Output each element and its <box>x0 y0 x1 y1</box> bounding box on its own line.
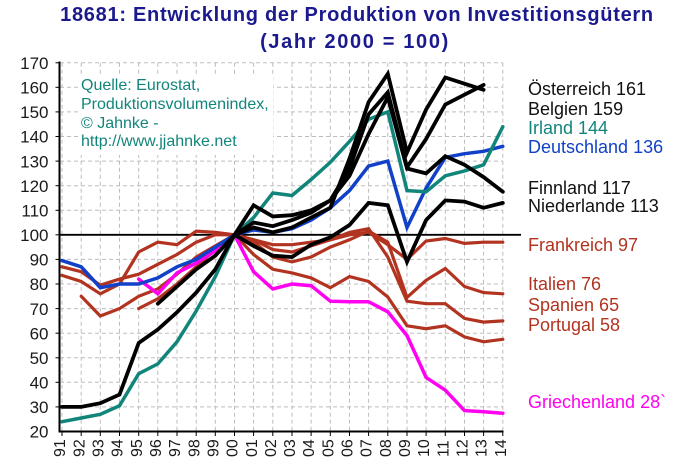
svg-text:70: 70 <box>30 300 49 319</box>
svg-text:13: 13 <box>474 439 491 457</box>
svg-text:06: 06 <box>340 439 357 457</box>
svg-text:97: 97 <box>167 439 184 457</box>
svg-text:99: 99 <box>205 439 222 457</box>
svg-text:08: 08 <box>378 439 395 457</box>
svg-text:20: 20 <box>30 423 49 442</box>
svg-text:91: 91 <box>52 439 69 457</box>
svg-text:11: 11 <box>435 440 452 457</box>
svg-text:00: 00 <box>225 439 242 457</box>
svg-text:10: 10 <box>416 439 433 457</box>
svg-text:95: 95 <box>129 439 146 457</box>
svg-text:98: 98 <box>186 439 203 457</box>
svg-text:90: 90 <box>30 251 49 270</box>
svg-text:140: 140 <box>20 128 48 147</box>
svg-text:110: 110 <box>21 202 48 221</box>
svg-text:160: 160 <box>20 79 48 98</box>
svg-text:04: 04 <box>301 439 318 457</box>
svg-text:14: 14 <box>493 439 510 457</box>
svg-text:80: 80 <box>30 275 49 294</box>
svg-text:03: 03 <box>282 439 299 457</box>
svg-text:50: 50 <box>30 349 49 368</box>
svg-text:93: 93 <box>90 439 107 457</box>
svg-text:02: 02 <box>263 439 280 457</box>
svg-text:150: 150 <box>20 103 48 122</box>
svg-text:100: 100 <box>20 226 48 245</box>
svg-text:170: 170 <box>20 54 48 73</box>
svg-text:96: 96 <box>148 439 165 457</box>
svg-text:30: 30 <box>30 398 49 417</box>
svg-text:07: 07 <box>359 439 376 457</box>
svg-text:92: 92 <box>71 439 88 457</box>
svg-text:12: 12 <box>455 439 472 457</box>
svg-text:130: 130 <box>20 152 48 171</box>
svg-text:01: 01 <box>244 439 261 457</box>
svg-text:120: 120 <box>20 177 48 196</box>
svg-text:60: 60 <box>30 324 49 343</box>
svg-text:40: 40 <box>30 374 49 393</box>
svg-text:09: 09 <box>397 439 414 457</box>
svg-text:05: 05 <box>320 439 337 457</box>
svg-text:94: 94 <box>110 439 127 457</box>
